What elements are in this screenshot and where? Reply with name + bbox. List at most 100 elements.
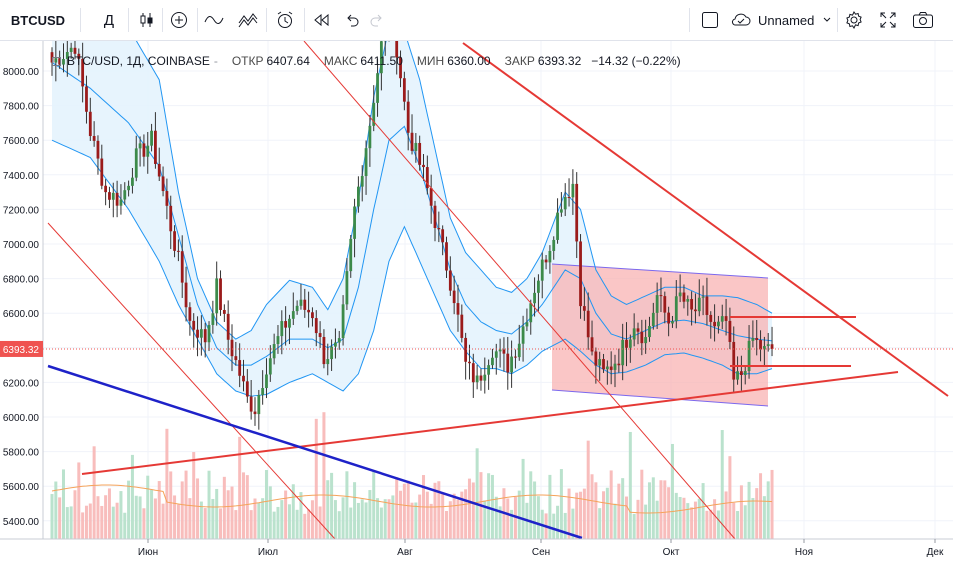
add-indicator-button[interactable] bbox=[166, 0, 192, 40]
chart-area[interactable]: 5400.005600.005800.006000.006200.006400.… bbox=[0, 41, 953, 562]
chart-type-button[interactable] bbox=[134, 0, 160, 40]
volume-bar bbox=[686, 503, 689, 539]
legend-menu-icon[interactable]: ‐ bbox=[214, 54, 218, 68]
legend-open-value: 6407.64 bbox=[267, 54, 310, 68]
volume-bar bbox=[123, 513, 126, 539]
candle-body bbox=[112, 193, 115, 200]
fullscreen-button[interactable] bbox=[875, 0, 901, 40]
volume-bar bbox=[85, 506, 88, 539]
candle-body bbox=[315, 318, 318, 333]
volume-bar bbox=[690, 507, 693, 539]
candle-body bbox=[625, 340, 628, 348]
volume-bar bbox=[652, 477, 655, 539]
candle-body bbox=[204, 329, 207, 342]
volume-bar bbox=[81, 512, 84, 539]
interval-button[interactable]: Д bbox=[96, 0, 122, 40]
volume-bar bbox=[418, 495, 421, 539]
candle-body bbox=[533, 293, 536, 303]
volume-bar bbox=[288, 504, 291, 539]
alert-button[interactable] bbox=[271, 0, 299, 40]
candle-body bbox=[495, 351, 498, 357]
volume-bar bbox=[303, 514, 306, 539]
layout-menu-button[interactable]: Unnamed bbox=[730, 0, 834, 40]
candle-body bbox=[116, 193, 119, 206]
redo-button[interactable] bbox=[365, 0, 389, 40]
candle-body bbox=[223, 310, 226, 314]
volume-bar bbox=[142, 508, 145, 539]
price-chart[interactable]: 5400.005600.005800.006000.006200.006400.… bbox=[0, 41, 953, 562]
candle-body bbox=[621, 340, 624, 365]
candles-icon bbox=[138, 11, 156, 29]
volume-bar bbox=[227, 490, 230, 539]
candle-body bbox=[499, 350, 502, 352]
volume-bar bbox=[196, 478, 199, 539]
candle-body bbox=[744, 371, 747, 375]
legend-high-label: МАКС bbox=[324, 54, 358, 68]
legend-change: −14.32 (−0.22%) bbox=[591, 54, 680, 68]
candle-body bbox=[606, 367, 609, 370]
volume-bar bbox=[751, 498, 754, 539]
volume-bar bbox=[709, 510, 712, 539]
price-axis[interactable] bbox=[0, 41, 43, 539]
candle-body bbox=[143, 143, 146, 156]
candle-body bbox=[506, 354, 509, 373]
multi-chart-checkbox[interactable] bbox=[698, 0, 722, 40]
symbol-search-button[interactable]: BTCUSD bbox=[8, 0, 68, 40]
symbol-label: BTCUSD bbox=[11, 13, 65, 28]
candle-body bbox=[690, 299, 693, 310]
undo-button[interactable] bbox=[340, 0, 364, 40]
candle-body bbox=[771, 344, 774, 349]
volume-bar bbox=[441, 494, 444, 539]
volume-bar bbox=[77, 462, 80, 539]
volume-bar bbox=[280, 500, 283, 539]
trend-line-support[interactable] bbox=[82, 372, 898, 474]
time-tick-label: Дек bbox=[927, 547, 944, 558]
volume-bar bbox=[66, 507, 69, 539]
legend-toggle-icon[interactable] bbox=[52, 57, 61, 66]
candle-body bbox=[441, 229, 444, 242]
volume-bar bbox=[269, 486, 272, 539]
volume-bar bbox=[656, 501, 659, 539]
toolbar-divider bbox=[128, 8, 129, 32]
candle-body bbox=[640, 332, 643, 343]
settings-button[interactable] bbox=[841, 0, 867, 40]
candle-body bbox=[598, 359, 601, 366]
time-tick-label: Июн bbox=[138, 547, 158, 558]
volume-bar bbox=[276, 507, 279, 539]
volume-bar bbox=[361, 499, 364, 539]
toolbar-divider bbox=[162, 8, 163, 32]
volume-bar bbox=[476, 448, 479, 539]
candle-body bbox=[453, 291, 456, 303]
candle-body bbox=[575, 184, 578, 242]
legend-high-value: 6411.50 bbox=[360, 54, 403, 68]
snapshot-button[interactable] bbox=[909, 0, 937, 40]
replay-button[interactable] bbox=[308, 0, 334, 40]
candle-body bbox=[89, 112, 92, 136]
candle-body bbox=[671, 321, 674, 323]
candle-body bbox=[698, 298, 701, 311]
candle-body bbox=[188, 307, 191, 321]
candle-body bbox=[166, 191, 169, 206]
price-tick-label: 7800.00 bbox=[3, 102, 40, 113]
volume-bar bbox=[625, 497, 628, 539]
layout-name: Unnamed bbox=[758, 13, 814, 28]
candle-body bbox=[85, 86, 88, 111]
candle-body bbox=[418, 143, 421, 165]
volume-bar bbox=[407, 481, 410, 539]
checkbox-icon bbox=[701, 11, 719, 29]
compare-button[interactable] bbox=[234, 0, 262, 40]
volume-bar bbox=[533, 481, 536, 539]
volume-bar bbox=[591, 474, 594, 539]
indicators-button[interactable] bbox=[200, 0, 228, 40]
redo-icon bbox=[369, 12, 385, 28]
volume-bar bbox=[437, 481, 440, 539]
candle-body bbox=[208, 325, 211, 342]
candle-body bbox=[694, 310, 697, 312]
candle-body bbox=[713, 322, 716, 326]
volume-bar bbox=[234, 510, 237, 539]
volume-bar bbox=[698, 499, 701, 539]
volume-bar bbox=[395, 477, 398, 539]
alert-icon bbox=[275, 10, 295, 30]
volume-bar bbox=[767, 481, 770, 539]
candle-body bbox=[97, 141, 100, 159]
